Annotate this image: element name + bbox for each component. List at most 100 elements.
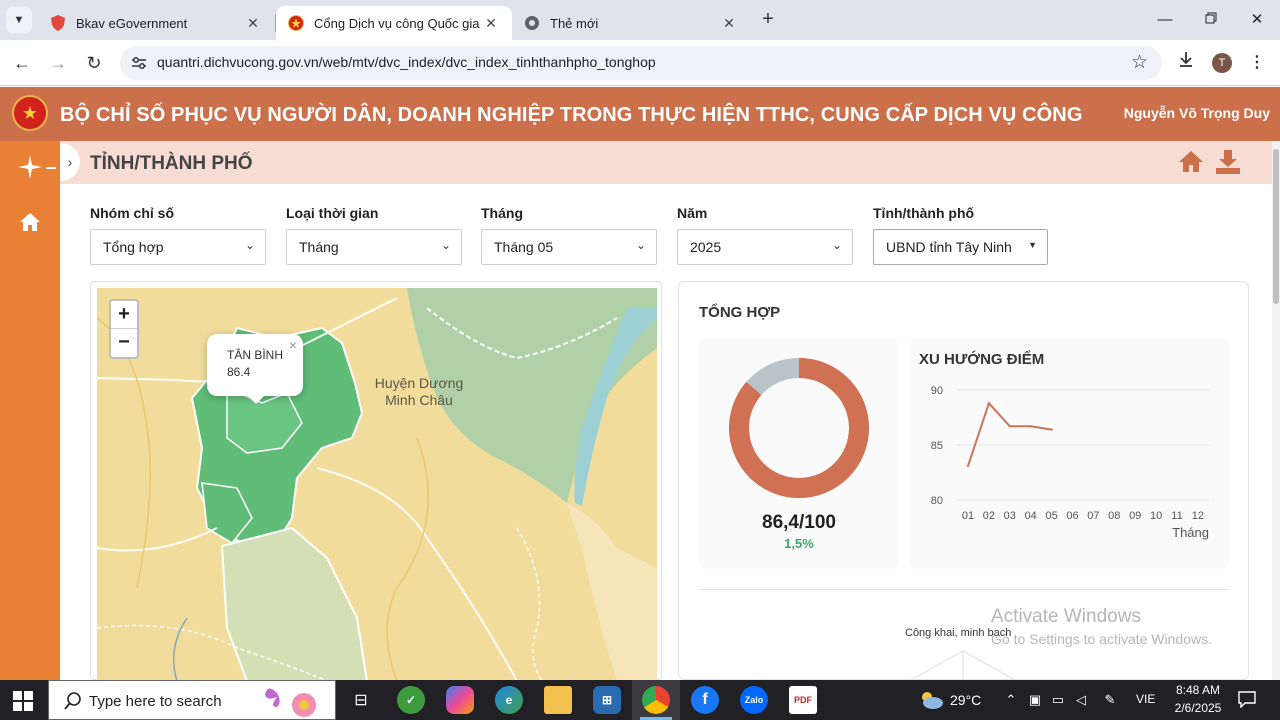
trend-panel: XU HƯỚNG ĐIỂM 80 85 90 01 02 03 04 05 06 07 08 09 10… (909, 338, 1229, 569)
greenshot-icon[interactable]: ✓ (397, 686, 425, 714)
close-tab-icon[interactable]: ✕ (247, 14, 259, 31)
store-icon[interactable]: ⊞ (593, 686, 621, 714)
copilot-icon[interactable] (446, 686, 474, 714)
select-value: UBND tỉnh Tây Ninh (886, 239, 1012, 255)
tab-title: Cổng Dịch vụ công Quốc gia (314, 15, 480, 31)
edge-icon[interactable]: e (495, 686, 523, 714)
map-card: + − × TÂN BÌNH 86.4 Huyện Dương Minh Châ… (90, 281, 662, 681)
scrollbar-thumb[interactable] (1273, 149, 1279, 304)
map-place-label: Huyện Dương Minh Châu (359, 375, 479, 409)
activation-watermark-title: Activate Windows (991, 606, 1141, 627)
weather-temp[interactable]: 29°C (950, 692, 982, 708)
dashboard-compass-icon[interactable] (15, 152, 45, 182)
trend-line-chart: 80 85 90 01 02 03 04 05 06 07 08 09 10 11 12 Tháng (931, 385, 1209, 540)
new-tab-button[interactable]: + (762, 8, 774, 30)
select-thang[interactable]: Tháng 05 ⌄ (481, 229, 657, 265)
sidebar-toggle-button[interactable]: › (60, 143, 80, 181)
address-bar[interactable]: quantri.dichvucong.gov.vn/web/mtv/dvc_in… (120, 46, 1162, 80)
x-tick-label: 05 (1045, 510, 1057, 522)
select-loai-thoi-gian[interactable]: Tháng ⌄ (286, 229, 462, 265)
home-icon[interactable] (15, 207, 45, 237)
page-title: TỈNH/THÀNH PHỐ (90, 153, 253, 174)
close-tab-icon[interactable]: ✕ (723, 14, 735, 31)
y-tick-label: 85 (931, 440, 943, 452)
x-tick-label: 07 (1087, 510, 1099, 522)
notifications-icon[interactable] (1237, 690, 1257, 710)
restore-button[interactable] (1188, 8, 1234, 32)
tab-new[interactable]: Thẻ mới ✕ (512, 6, 750, 40)
facebook-icon[interactable]: f (691, 686, 719, 714)
meet-now-icon[interactable]: ▣ (1028, 692, 1042, 707)
back-button[interactable]: ← (13, 53, 31, 73)
clock-time[interactable]: 8:48 AM (1175, 683, 1221, 697)
summary-card: TỔNG HỢP 86,4/100 1,5% XU HƯỚNG ĐIỂM 80 8… (678, 281, 1249, 681)
task-view-icon[interactable]: ⊟ (354, 692, 368, 709)
tab-title: Bkav eGovernment (76, 15, 188, 31)
clock-date[interactable]: 2/6/2025 (1174, 701, 1222, 715)
reload-button[interactable]: ↻ (86, 53, 102, 73)
url-text: quantri.dichvucong.gov.vn/web/mtv/dvc_in… (157, 54, 656, 70)
x-axis-label: Tháng (1172, 525, 1209, 540)
minimize-button[interactable]: — (1157, 11, 1173, 28)
download-icon[interactable] (1173, 50, 1199, 76)
filter-label: Nhóm chỉ số (90, 205, 175, 221)
select-nhom-chi-so[interactable]: Tổng hợp ⌄ (90, 229, 266, 265)
pen-icon[interactable]: ✎ (1104, 692, 1116, 707)
radar-chart-partial (908, 650, 1018, 681)
select-tinh-thanh-pho[interactable]: UBND tỉnh Tây Ninh ▼ (873, 229, 1048, 265)
zalo-icon[interactable]: Zalo (740, 686, 768, 714)
site-header: ★ BỘ CHỈ SỐ PHỤC VỤ NGƯỜI DÂN, DOANH NGH… (0, 87, 1280, 141)
chevron-down-icon: ⌄ (831, 238, 842, 252)
district-map[interactable]: + − × TÂN BÌNH 86.4 Huyện Dương Minh Châ… (97, 288, 657, 681)
trend-title: XU HƯỚNG ĐIỂM (919, 351, 1045, 368)
close-window-button[interactable]: ✕ (1250, 11, 1264, 28)
windows-start-icon[interactable] (12, 690, 34, 712)
pdf-app-icon[interactable]: PDF (789, 686, 817, 714)
page-scrollbar[interactable] (1272, 141, 1280, 680)
zoom-out-button[interactable]: − (118, 331, 130, 353)
select-value: Tháng (299, 239, 339, 255)
score-value: 86,4/100 (762, 512, 836, 533)
user-name[interactable]: Nguyễn Võ Trọng Duy (1123, 105, 1270, 121)
input-language[interactable]: VIE (1136, 692, 1156, 706)
filter-label: Năm (677, 205, 708, 221)
x-tick-label: 08 (1108, 510, 1120, 522)
close-tab-icon[interactable]: ✕ (485, 14, 497, 31)
forward-button[interactable]: → (49, 53, 67, 73)
taskbar-search-box[interactable]: Type here to search (48, 680, 336, 720)
home-icon[interactable] (1178, 149, 1206, 175)
zoom-control: + − (109, 299, 139, 359)
close-popup-icon[interactable]: × (288, 337, 297, 353)
chrome-taskbar-icon[interactable] (642, 686, 670, 714)
site-settings-icon[interactable] (130, 54, 148, 72)
filter-tinh-thanh-pho: Tỉnh/thành phố UBND tỉnh Tây Ninh ▼ (873, 205, 1048, 265)
radar-axis-label: Công khai, minh bạch (905, 627, 1012, 639)
emblem-icon (288, 15, 304, 31)
weather-cloud-icon[interactable] (918, 689, 944, 711)
tab-dichvucong[interactable]: Cổng Dịch vụ công Quốc gia ✕ (276, 6, 512, 40)
active-indicator (46, 167, 56, 169)
tab-search-button[interactable]: ▼ (6, 7, 32, 33)
volume-icon[interactable]: ◁ (1076, 692, 1086, 707)
file-explorer-icon[interactable] (544, 686, 572, 714)
map-canvas (97, 288, 657, 681)
windows-taskbar: Type here to search ⊟ ✓ e ⊞ f Zalo PDF 2… (0, 680, 1280, 720)
active-app-indicator (640, 717, 672, 720)
search-placeholder: Type here to search (89, 693, 222, 710)
map-place-label-line: Huyện Dương (374, 375, 464, 391)
profile-avatar[interactable]: T (1212, 53, 1232, 73)
zoom-in-button[interactable]: + (111, 301, 137, 329)
trend-point (987, 402, 991, 405)
x-tick-label: 04 (1025, 510, 1037, 522)
bookmark-star-icon[interactable]: ☆ (1130, 52, 1148, 73)
select-nam[interactable]: 2025 ⌄ (677, 229, 853, 265)
download-icon[interactable] (1214, 149, 1242, 175)
network-icon[interactable]: ▭ (1051, 692, 1065, 707)
tab-bkav[interactable]: Bkav eGovernment ✕ (38, 6, 274, 40)
section-divider (699, 589, 1229, 590)
filter-label: Tháng (481, 205, 523, 221)
chevron-up-icon[interactable]: ⌃ (1005, 692, 1017, 707)
map-place-label-line: Minh Châu (385, 392, 453, 408)
filter-loai-thoi-gian: Loại thời gian Tháng ⌄ (286, 205, 462, 265)
menu-kebab-icon[interactable]: ⋮ (1249, 54, 1265, 71)
